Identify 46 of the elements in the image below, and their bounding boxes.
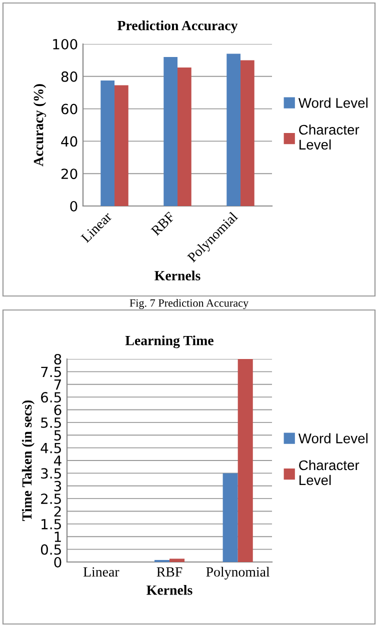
y-tick-label: 3 [54,480,62,492]
bar [114,85,128,206]
x-axis-title: Kernels [146,585,192,595]
y-tick-label: 6.5 [41,392,61,403]
x-axis-title: Kernels [154,270,200,280]
y-tick-label: 1.5 [42,519,61,530]
bar [226,54,240,206]
legend-label: Word Level [298,98,368,108]
bar [222,473,238,562]
y-tick-label: 0 [70,200,78,212]
bar [240,60,254,206]
y-tick-label: 20 [61,168,78,180]
caption: Fig. 7 Prediction Accuracy [130,298,249,310]
y-tick-label: 0 [54,556,62,568]
y-tick-label: 2.5 [41,494,61,504]
x-tick-label: Polynomial [206,566,270,580]
bar [100,80,114,206]
y-tick-label: 5.5 [41,418,61,428]
bar [170,558,185,562]
y-tick-label: 5 [54,430,61,441]
bar [178,67,192,206]
y-tick-label: 4.5 [40,442,61,454]
legend-label: Word Level [298,433,368,444]
bar [164,56,178,206]
y-tick-label: 1 [54,532,61,542]
legend-label: Character Level [299,460,360,486]
y-tick-label: 100 [53,38,78,50]
y-tick-label: 4 [54,456,62,466]
y-tick-label: 7.5 [41,366,61,378]
bar [238,359,253,562]
y-tick-label: 40 [61,136,78,147]
y-tick-label: 60 [61,104,78,114]
y-tick-label: 7 [54,380,61,390]
y-tick-label: 3.5 [41,468,61,479]
x-tick-label: RBF [156,567,182,577]
y-tick-label: 80 [61,71,78,82]
y-tick-label: 2 [54,506,61,517]
chart-title: Learning Time [125,335,214,348]
x-tick-label: Linear [83,567,120,577]
y-tick-label: 0.5 [40,544,61,555]
y-tick-label: 6 [54,404,62,416]
legend-label: Character Level [299,124,360,150]
y-tick-label: 8 [54,354,62,364]
chart-title: Prediction Accuracy [117,20,238,34]
y-axis-title: Accuracy (%) [33,84,46,166]
y-axis-title: Time Taken (in secs) [22,400,34,521]
